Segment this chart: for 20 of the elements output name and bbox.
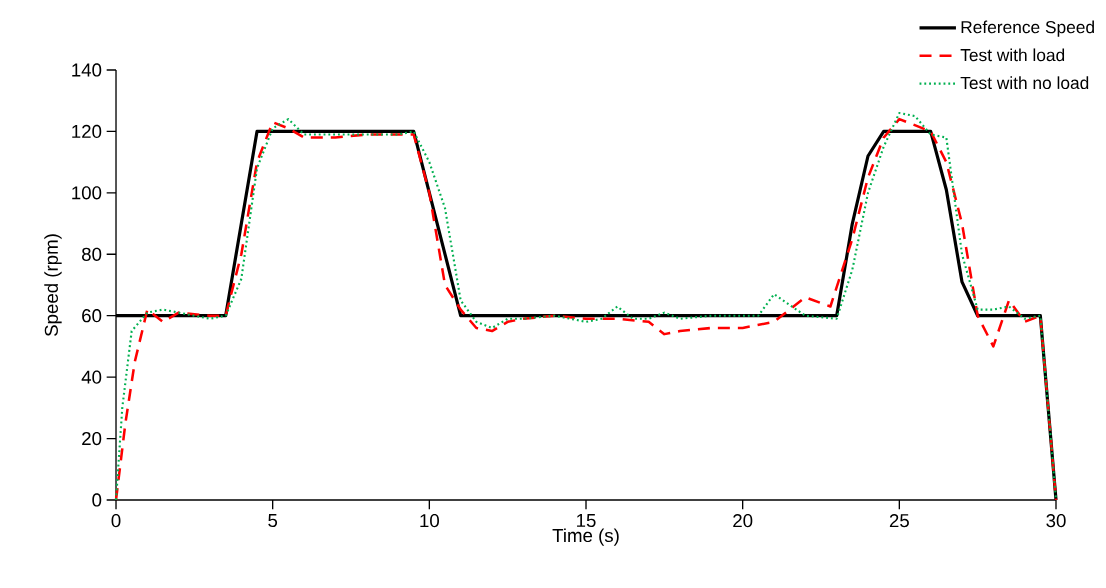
x-tick-label: 0 [111, 514, 121, 528]
x-tick-label: 15 [577, 514, 596, 528]
y-tick-label: 40 [81, 370, 102, 384]
x-tick-label: 20 [733, 514, 753, 528]
legend-label: Test with no load [960, 76, 1089, 90]
y-tick-label: 120 [72, 124, 102, 139]
legend-label: Test with load [960, 48, 1065, 62]
x-axis-title: Time (s) [552, 528, 619, 546]
y-tick-label: 20 [82, 431, 102, 446]
y-tick-label: 140 [72, 63, 102, 77]
y-tick-label: 0 [92, 493, 102, 507]
y-tick-label: 60 [82, 309, 102, 323]
x-tick-label: 30 [1046, 514, 1066, 528]
y-tick-label: 80 [82, 247, 102, 261]
x-tick-label: 25 [889, 514, 909, 528]
x-tick-label: 10 [420, 514, 439, 528]
y-tick-label: 100 [72, 186, 102, 200]
y-axis-title: Speed (rpm) [44, 234, 62, 336]
x-tick-label: 5 [268, 514, 278, 528]
legend-label: Reference Speed [961, 20, 1094, 37]
